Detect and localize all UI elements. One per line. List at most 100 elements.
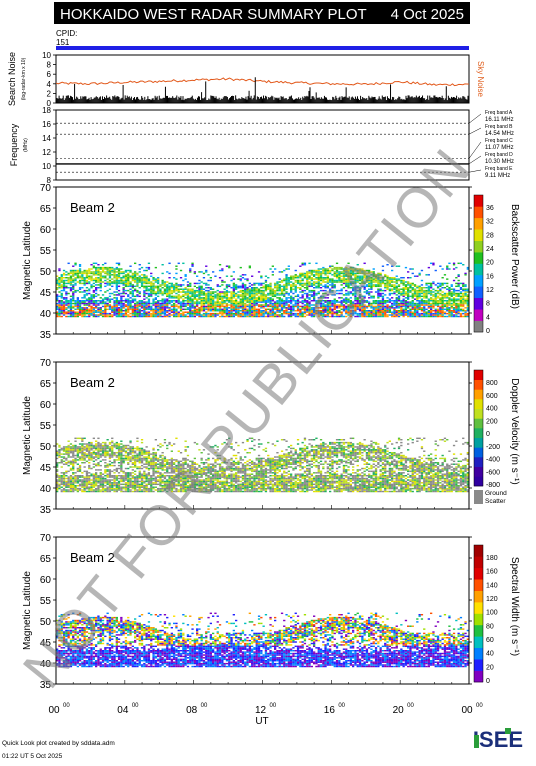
- scatter-cell: [196, 312, 198, 313]
- scatter-cell: [414, 289, 416, 290]
- scatter-cell: [113, 297, 115, 298]
- scatter-cell: [77, 489, 79, 490]
- scatter-cell: [187, 309, 189, 310]
- scatter-cell: [118, 281, 120, 282]
- scatter-cell: [143, 312, 145, 313]
- scatter-cell: [290, 296, 292, 297]
- scatter-cell: [226, 314, 228, 315]
- scatter-cell: [458, 300, 460, 301]
- scatter-cell: [63, 290, 65, 291]
- scatter-cell: [166, 314, 168, 315]
- scatter-cell: [306, 286, 308, 287]
- scatter-cell: [414, 291, 416, 292]
- scatter-cell: [276, 293, 278, 294]
- scatter-cell: [63, 307, 65, 308]
- scatter-cell: [409, 283, 411, 284]
- scatter-cell: [132, 286, 134, 287]
- scatter-cell: [439, 289, 441, 290]
- scatter-cell: [288, 294, 290, 295]
- scatter-cell: [185, 303, 187, 304]
- scatter-cell: [113, 304, 115, 305]
- scatter-cell: [162, 293, 164, 294]
- scatter-cell: [182, 280, 184, 281]
- scatter-cell: [68, 301, 70, 302]
- scatter-cell: [251, 306, 253, 307]
- scatter-cell: [134, 289, 136, 290]
- scatter-cell: [400, 310, 402, 311]
- scatter-cell: [81, 458, 83, 459]
- scatter-cell: [226, 312, 228, 313]
- scatter-cell: [219, 304, 221, 305]
- scatter-cell: [111, 267, 113, 268]
- scatter-cell: [288, 293, 290, 294]
- scatter-cell: [462, 303, 464, 304]
- noise-ylabel: Search Noise: [7, 52, 17, 106]
- scatter-cell: [281, 309, 283, 310]
- scatter-cell: [196, 304, 198, 305]
- scatter-cell: [194, 286, 196, 287]
- scatter-cell: [283, 310, 285, 311]
- scatter-cell: [88, 448, 90, 449]
- scatter-cell: [274, 306, 276, 307]
- scatter-cell: [70, 313, 72, 314]
- scatter-cell: [409, 309, 411, 310]
- scatter-cell: [221, 296, 223, 297]
- scatter-cell: [386, 307, 388, 308]
- scatter-cell: [143, 299, 145, 300]
- scatter-cell: [260, 306, 262, 307]
- scatter-cell: [155, 313, 157, 314]
- scatter-cell: [84, 482, 86, 483]
- scatter-cell: [205, 300, 207, 301]
- scatter-cell: [444, 294, 446, 295]
- scatter-cell: [157, 296, 159, 297]
- scatter-cell: [116, 299, 118, 300]
- scatter-cell: [81, 274, 83, 275]
- ground-scatter-cell: [65, 458, 67, 459]
- scatter-cell: [272, 271, 274, 272]
- scatter-cell: [285, 310, 287, 311]
- scatter-cell: [180, 314, 182, 315]
- scatter-cell: [65, 446, 67, 447]
- scatter-cell: [240, 300, 242, 301]
- ground-scatter-cell: [88, 478, 90, 479]
- scatter-cell: [100, 307, 102, 308]
- scatter-cell: [263, 304, 265, 305]
- scatter-cell: [79, 300, 81, 301]
- scatter-cell: [221, 304, 223, 305]
- scatter-cell: [109, 307, 111, 308]
- scatter-cell: [437, 303, 439, 304]
- scatter-cell: [97, 316, 99, 317]
- scatter-cell: [152, 304, 154, 305]
- scatter-cell: [187, 290, 189, 291]
- scatter-cell: [288, 280, 290, 281]
- scatter-cell: [93, 316, 95, 317]
- scatter-cell: [79, 271, 81, 272]
- scatter-cell: [281, 286, 283, 287]
- ground-scatter-cell: [95, 459, 97, 460]
- scatter-cell: [409, 313, 411, 314]
- scatter-cell: [77, 312, 79, 313]
- scatter-cell: [435, 304, 437, 305]
- scatter-cell: [68, 445, 70, 446]
- scatter-cell: [224, 313, 226, 314]
- scatter-cell: [212, 296, 214, 297]
- scatter-cell: [175, 283, 177, 284]
- scatter-cell: [81, 313, 83, 314]
- scatter-cell: [276, 304, 278, 305]
- scatter-cell: [72, 474, 74, 475]
- scatter-cell: [432, 303, 434, 304]
- scatter-cell: [109, 301, 111, 302]
- ground-scatter-cell: [79, 475, 81, 476]
- scatter-cell: [74, 264, 76, 265]
- scatter-cell: [265, 304, 267, 305]
- ground-scatter-cell: [65, 484, 67, 485]
- scatter-cell: [157, 290, 159, 291]
- scatter-cell: [281, 280, 283, 281]
- scatter-cell: [267, 309, 269, 310]
- scatter-cell: [63, 449, 65, 450]
- ground-scatter-cell: [97, 443, 99, 444]
- scatter-cell: [178, 296, 180, 297]
- scatter-cell: [113, 277, 115, 278]
- scatter-cell: [283, 293, 285, 294]
- scatter-cell: [81, 309, 83, 310]
